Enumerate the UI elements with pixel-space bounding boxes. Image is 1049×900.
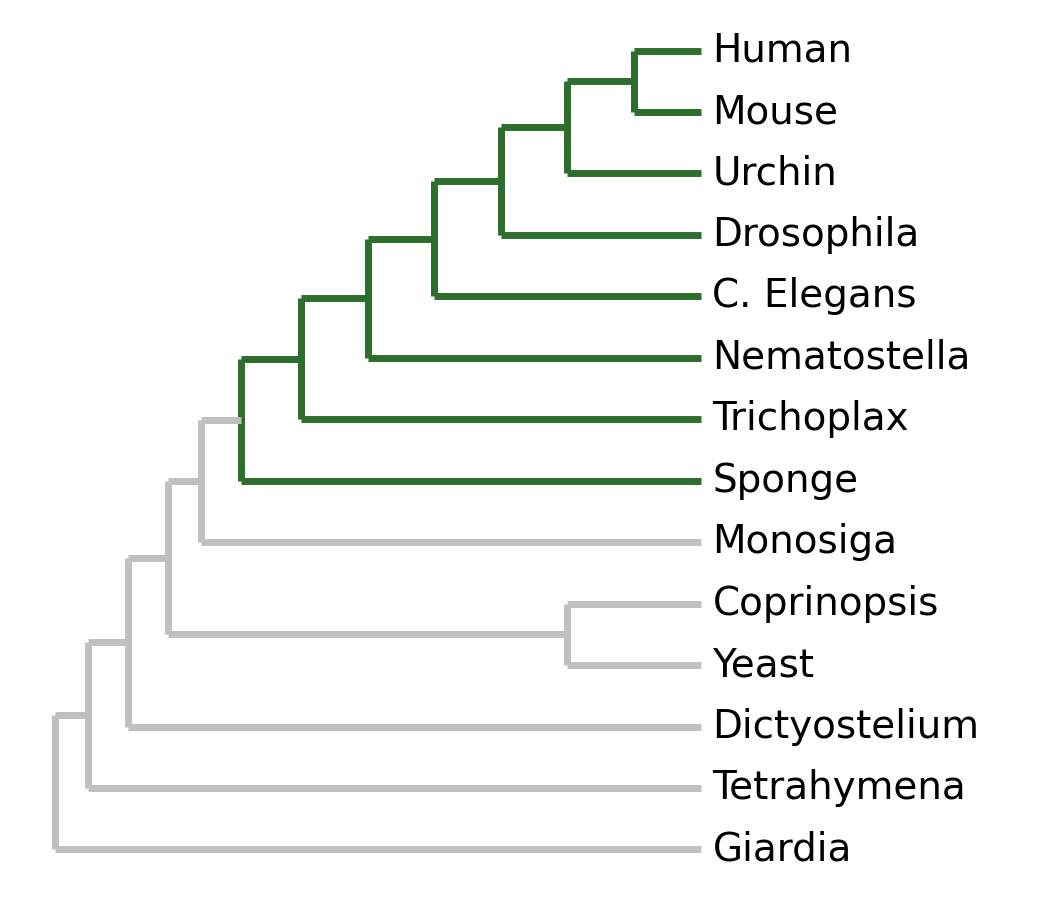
Text: Tetrahymena: Tetrahymena bbox=[712, 769, 966, 807]
Text: Urchin: Urchin bbox=[712, 155, 837, 193]
Text: Monosiga: Monosiga bbox=[712, 523, 898, 562]
Text: Dictyostelium: Dictyostelium bbox=[712, 707, 980, 745]
Text: Human: Human bbox=[712, 32, 853, 69]
Text: Giardia: Giardia bbox=[712, 831, 852, 868]
Text: Yeast: Yeast bbox=[712, 646, 814, 684]
Text: Mouse: Mouse bbox=[712, 93, 838, 131]
Text: Coprinopsis: Coprinopsis bbox=[712, 585, 939, 623]
Text: C. Elegans: C. Elegans bbox=[712, 277, 917, 315]
Text: Sponge: Sponge bbox=[712, 462, 859, 500]
Text: Trichoplax: Trichoplax bbox=[712, 400, 909, 438]
Text: Drosophila: Drosophila bbox=[712, 216, 920, 254]
Text: Nematostella: Nematostella bbox=[712, 338, 971, 377]
